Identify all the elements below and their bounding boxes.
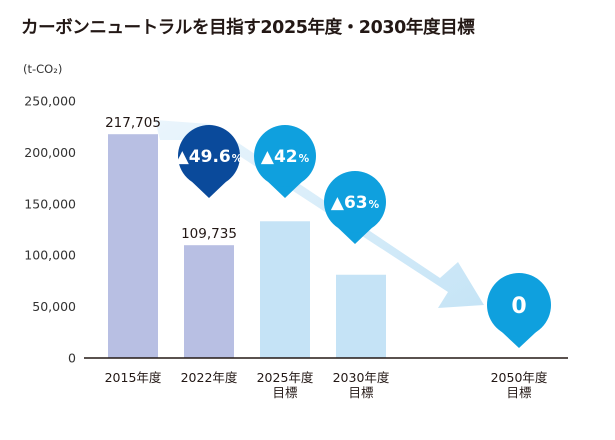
target-2050-label: 0 (511, 294, 526, 319)
bar (260, 221, 310, 358)
reduction-label: ▲49.6% (176, 147, 243, 167)
reduction-label: ▲63% (331, 193, 380, 213)
x-tick-label: 2030年度 (333, 370, 390, 385)
data-label: 109,735 (181, 226, 237, 242)
chart-title: カーボンニュートラルを目指す2025年度・2030年度目標 (21, 18, 475, 38)
y-tick-label: 0 (68, 351, 76, 366)
x-tick-label: 目標 (272, 385, 298, 400)
bar (108, 134, 158, 358)
x-tick-label: 目標 (506, 385, 532, 400)
y-tick-label: 250,000 (24, 94, 76, 109)
target-2050-bubble (487, 273, 551, 337)
reduction-trend-arrow (155, 120, 484, 308)
x-tick-label: 2025年度 (257, 370, 314, 385)
data-label: 217,705 (105, 115, 161, 131)
y-unit-label: (t-CO₂) (23, 62, 62, 76)
y-tick-label: 100,000 (24, 248, 76, 263)
y-tick-label: 150,000 (24, 196, 76, 211)
bar (184, 245, 234, 358)
reduction-bubble (324, 171, 386, 233)
reduction-bubble (178, 125, 240, 187)
y-tick-label: 50,000 (32, 299, 76, 314)
bar (336, 274, 386, 358)
x-tick-label: 2022年度 (181, 370, 238, 385)
reduction-bubble (254, 125, 316, 187)
x-tick-label: 目標 (348, 385, 374, 400)
x-tick-label: 2050年度 (491, 370, 548, 385)
y-tick-label: 200,000 (24, 145, 76, 160)
reduction-label: ▲42% (261, 147, 310, 167)
x-tick-label: 2015年度 (105, 370, 162, 385)
